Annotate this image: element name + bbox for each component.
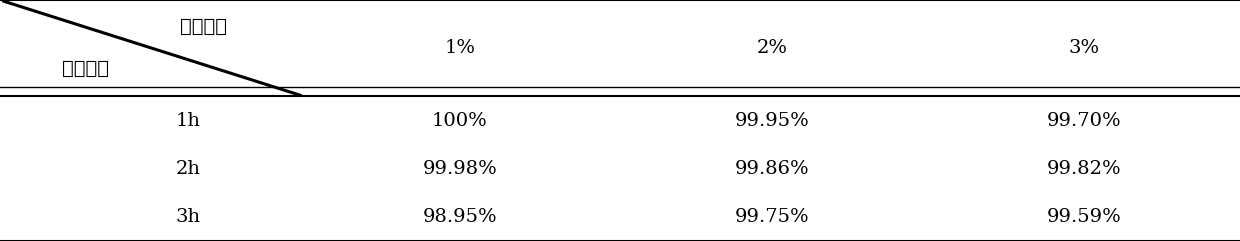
Text: 98.95%: 98.95%: [423, 208, 497, 226]
Text: 3h: 3h: [176, 208, 201, 226]
Text: 99.59%: 99.59%: [1047, 208, 1121, 226]
Text: 99.86%: 99.86%: [734, 160, 810, 178]
Text: 99.95%: 99.95%: [734, 112, 810, 129]
Text: 处理时间: 处理时间: [62, 60, 109, 78]
Text: 99.82%: 99.82%: [1047, 160, 1121, 178]
Text: 2h: 2h: [176, 160, 201, 178]
Text: 2%: 2%: [756, 39, 787, 57]
Text: 99.75%: 99.75%: [734, 208, 810, 226]
Text: 99.70%: 99.70%: [1047, 112, 1121, 129]
Text: 胆盐浓度: 胆盐浓度: [180, 18, 227, 36]
Text: 3%: 3%: [1069, 39, 1100, 57]
Text: 1h: 1h: [176, 112, 201, 129]
Text: 99.98%: 99.98%: [423, 160, 497, 178]
Text: 1%: 1%: [444, 39, 475, 57]
Text: 100%: 100%: [432, 112, 487, 129]
